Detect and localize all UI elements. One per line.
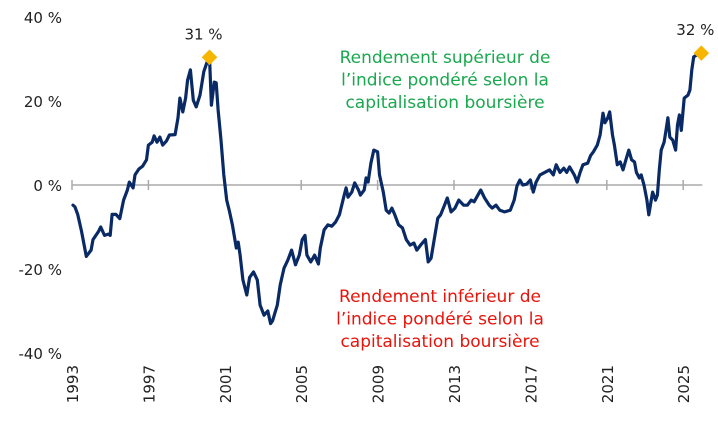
x-axis: 1993 1997 2001 2005 2009 2013 2017 2021 2025 [64, 180, 703, 403]
upper-note: Rendement supérieur de l’indice pondéré s… [340, 48, 551, 113]
x-tick-label: 2021 [599, 365, 617, 403]
note-line: Rendement inférieur de [339, 287, 541, 307]
peak-label: 32 % [676, 21, 714, 39]
y-tick-label: -20 % [18, 261, 62, 279]
y-tick-label: -40 % [18, 345, 62, 363]
note-line: l’indice pondéré selon la [336, 310, 544, 330]
x-tick-label: 1993 [64, 365, 82, 403]
y-tick-label: 40 % [24, 9, 62, 27]
note-line: l’indice pondéré selon la [341, 71, 549, 91]
note-line: Rendement supérieur de [340, 48, 551, 68]
x-tick-label: 2009 [370, 365, 388, 403]
series-line [71, 50, 703, 326]
y-tick-label: 0 % [33, 177, 62, 195]
x-tick-label: 1997 [140, 365, 158, 403]
peak-label: 31 % [184, 25, 222, 43]
x-tick-label: 2025 [675, 365, 693, 403]
x-tick-label: 2017 [522, 365, 540, 403]
peak-marker [201, 49, 218, 66]
peak-marker [693, 45, 710, 61]
note-line: capitalisation boursière [340, 332, 539, 352]
y-tick-label: 20 % [24, 93, 62, 111]
lower-note: Rendement inférieur de l’indice pondéré s… [336, 287, 544, 352]
y-axis: 40 % 20 % 0 % -20 % -40 % [18, 9, 62, 363]
note-line: capitalisation boursière [345, 93, 544, 113]
x-tick-label: 2013 [446, 365, 464, 403]
x-tick-label: 2001 [217, 365, 235, 403]
x-tick-label: 2005 [293, 365, 311, 403]
